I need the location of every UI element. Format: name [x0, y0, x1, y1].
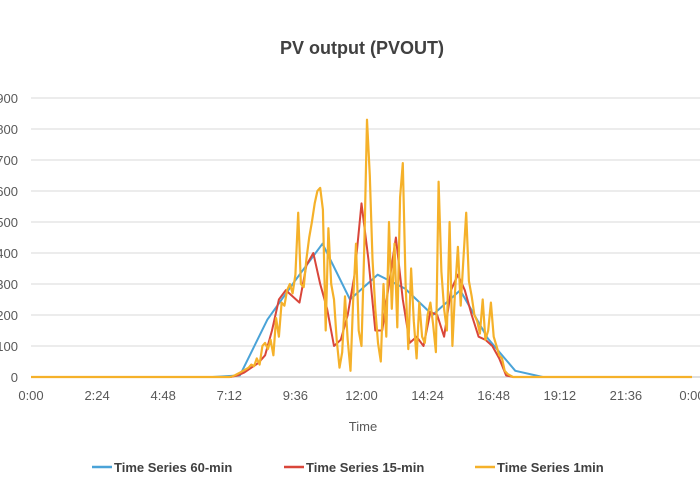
x-tick-label: 4:48 — [151, 388, 176, 403]
y-tick-label: 100 — [0, 339, 18, 354]
y-tick-label: 400 — [0, 246, 18, 261]
y-tick-label: 0 — [11, 370, 18, 385]
y-tick-label: 300 — [0, 277, 18, 292]
x-tick-label: 19:12 — [544, 388, 577, 403]
y-tick-label: 800 — [0, 122, 18, 137]
y-tick-label: 700 — [0, 153, 18, 168]
series-line-1 — [31, 202, 692, 378]
series-lines — [31, 118, 692, 379]
chart-title: PV output (PVOUT) — [280, 38, 444, 58]
series-line-0 — [31, 242, 692, 378]
y-tick-label: 200 — [0, 308, 18, 323]
x-axis-label: Time — [349, 419, 377, 434]
y-tick-label: 600 — [0, 184, 18, 199]
x-tick-label: 16:48 — [477, 388, 510, 403]
x-tick-label: 2:24 — [84, 388, 109, 403]
x-tick-label: 9:36 — [283, 388, 308, 403]
legend-entry: Time Series 1min — [497, 460, 604, 475]
x-tick-label: 0:00 — [18, 388, 43, 403]
x-axis-ticks: 0:00 2:24 4:48 7:12 9:36 12:00 14:24 16:48 19:12… — [18, 388, 700, 403]
legend-entry: Time Series 15-min — [306, 460, 424, 475]
x-tick-label: 14:24 — [411, 388, 444, 403]
legend: Time Series 60-min Time Series 15-min Time… — [92, 460, 604, 475]
x-tick-label: 12:00 — [345, 388, 378, 403]
y-tick-label: 500 — [0, 215, 18, 230]
x-tick-label: 0:00 — [679, 388, 700, 403]
legend-entry: Time Series 60-min — [114, 460, 232, 475]
series-line-2 — [31, 118, 692, 379]
x-tick-label: 21:36 — [610, 388, 643, 403]
y-tick-label: 900 — [0, 91, 18, 106]
y-axis-ticks: 0 100 200 300 400 500 600 700 800 900 — [0, 91, 18, 385]
x-tick-label: 7:12 — [217, 388, 242, 403]
